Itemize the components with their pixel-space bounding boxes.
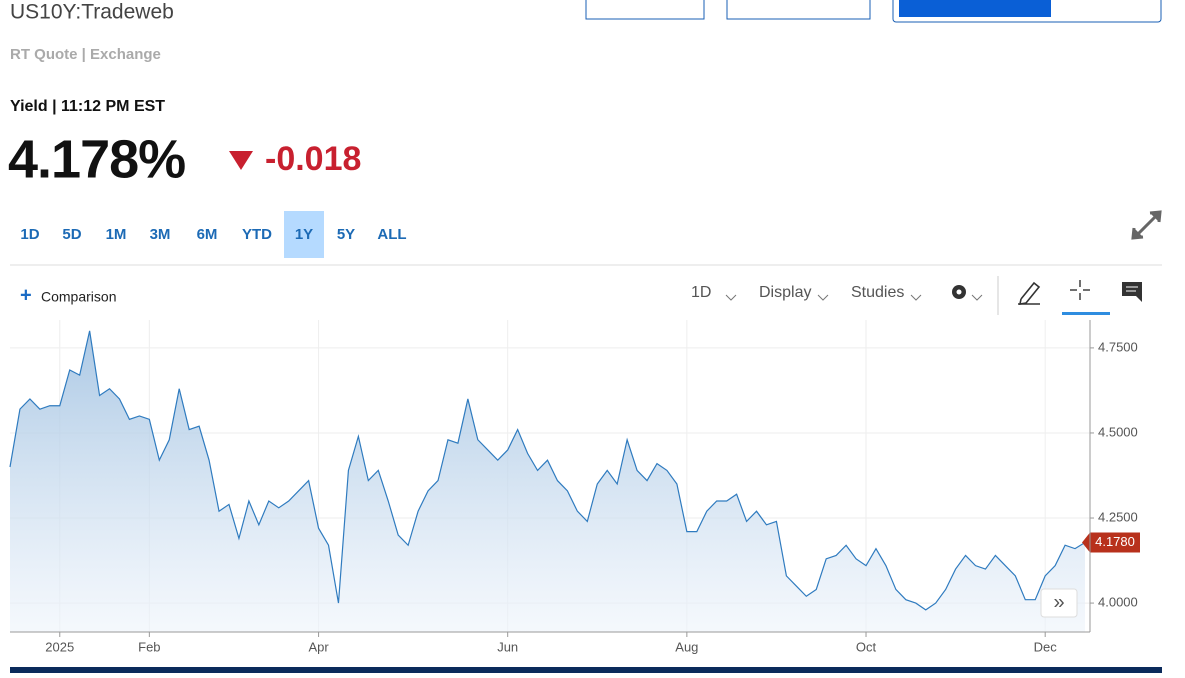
- range-tab[interactable]: 5Y: [337, 226, 355, 243]
- price-change: -0.018: [265, 140, 361, 178]
- range-tab[interactable]: 6M: [197, 226, 218, 243]
- draw-icon[interactable]: [1018, 281, 1041, 305]
- crosshair-icon[interactable]: [1070, 280, 1090, 300]
- top-button[interactable]: [726, 0, 871, 20]
- last-price-badge: [1082, 532, 1140, 553]
- x-tick-label: 2025: [45, 639, 74, 654]
- range-tabs: 1D 5D 1M 3M 6M YTD 1Y 5Y ALL: [20, 211, 407, 258]
- x-tick-label: Apr: [308, 639, 329, 654]
- chart: 2025 Feb Apr Jun Aug Oct Dec 4.0000 4.2500 4.5000…: [9, 320, 1140, 654]
- quote-title: US10Y:Tradeweb: [10, 1, 174, 24]
- y-tick-label: 4.5000: [1098, 424, 1138, 439]
- plus-icon[interactable]: +: [20, 284, 32, 306]
- top-button[interactable]: [585, 0, 705, 20]
- range-tab[interactable]: YTD: [242, 226, 272, 243]
- interval-menu[interactable]: 1D: [691, 284, 711, 301]
- active-tool-underline: [1062, 312, 1110, 315]
- y-tick-label: 4.2500: [1098, 509, 1138, 524]
- range-tab[interactable]: ALL: [377, 226, 406, 243]
- chevron: [725, 294, 737, 301]
- settings-icon[interactable]: [952, 285, 966, 299]
- range-tab[interactable]: 1D: [20, 226, 39, 243]
- range-tab[interactable]: 5D: [62, 226, 81, 243]
- expand-icon[interactable]: [1131, 210, 1162, 240]
- quote-source: RT Quote | Exchange: [10, 46, 161, 63]
- range-tab[interactable]: 3M: [150, 226, 171, 243]
- chevron: [971, 294, 983, 301]
- line: [9, 330, 1086, 611]
- last-price-label: 4.1780: [1095, 534, 1135, 549]
- top-button-fill: [899, 0, 1051, 17]
- chevron: [910, 294, 922, 301]
- range-tab[interactable]: 1M: [106, 226, 127, 243]
- x-tick-label: Aug: [675, 639, 698, 654]
- x-tick-label: Feb: [138, 639, 160, 654]
- display-menu[interactable]: Display: [759, 284, 811, 301]
- scroll-icon: »: [1053, 591, 1064, 613]
- y-tick-label: 4.0000: [1098, 595, 1138, 610]
- price: 4.178%: [8, 129, 185, 189]
- x-tick-label: Oct: [856, 639, 877, 654]
- chevron: [817, 294, 829, 301]
- studies-menu[interactable]: Studies: [851, 284, 904, 301]
- area: [10, 330, 1085, 632]
- x-tick-label: Jun: [497, 639, 518, 654]
- comparison-button[interactable]: Comparison: [41, 289, 116, 305]
- yield-label: Yield | 11:12 PM EST: [10, 98, 165, 115]
- y-tick-label: 4.7500: [1098, 339, 1138, 354]
- scroll-button[interactable]: [1040, 588, 1078, 618]
- footer-bar: [10, 667, 1162, 673]
- down-arrow: [229, 151, 253, 170]
- comment-icon[interactable]: [1122, 282, 1142, 302]
- range-tab-selected: [284, 211, 324, 258]
- x-tick-label: Dec: [1034, 639, 1058, 654]
- range-tab[interactable]: 1Y: [295, 226, 313, 243]
